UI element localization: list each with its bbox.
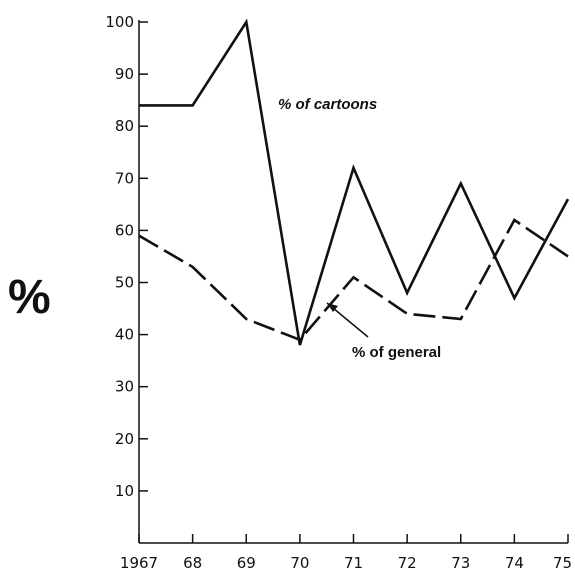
x-tick-label: 71 [344, 554, 363, 572]
y-tick-label: 60 [115, 221, 134, 239]
x-tick-label: 73 [451, 554, 470, 572]
axes: 10 20 30 40 50 60 70 80 90 100 1967 68 69 70 71 72 73 74 7… [105, 13, 572, 572]
x-tick-label: 75 [553, 554, 572, 572]
y-tick-label: 70 [115, 169, 134, 187]
y-tick-label: 80 [115, 117, 134, 135]
x-tick-label: 70 [290, 554, 309, 572]
x-tick-label: 1967 [120, 554, 158, 572]
y-axis-label: % [8, 271, 51, 324]
general-annotation: % of general [352, 344, 441, 361]
y-tick-label: 50 [115, 274, 134, 292]
y-tick-label: 40 [115, 326, 134, 344]
y-tick-label: 100 [105, 13, 134, 31]
y-tick-label: 30 [115, 378, 134, 396]
x-tick-label: 69 [237, 554, 256, 572]
y-tick-label: 90 [115, 65, 134, 83]
x-tick-label: 72 [398, 554, 417, 572]
x-tick-label: 74 [505, 554, 524, 572]
series-line-general [138, 218, 569, 342]
y-tick-label: 10 [115, 482, 134, 500]
x-tick-label: 68 [183, 554, 202, 572]
series-layer [138, 18, 570, 346]
series-line-cartoons [139, 18, 570, 346]
y-tick-label: 20 [115, 430, 134, 448]
cartoons-annotation: % of cartoons [278, 96, 377, 113]
